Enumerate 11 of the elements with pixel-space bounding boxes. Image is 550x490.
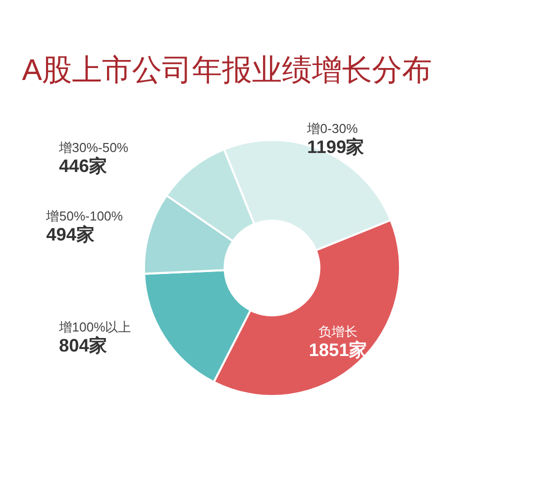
slice-label: 增50%-100% — [45, 208, 124, 224]
data-label: 1199家 — [307, 136, 364, 157]
data-label: 446家 — [59, 156, 108, 176]
slice-label: 增30%-50% — [58, 140, 129, 155]
data-label: 804家 — [59, 336, 108, 356]
slice-label: 增0-30% — [306, 120, 358, 136]
chart-title: A股上市公司年报业绩增长分布 — [22, 54, 432, 87]
data-label: 1851家 — [308, 340, 367, 360]
data-label: 494家 — [46, 224, 94, 245]
slice-label: 负增长 — [318, 324, 358, 340]
slice-label: 增100%以上 — [58, 320, 132, 335]
